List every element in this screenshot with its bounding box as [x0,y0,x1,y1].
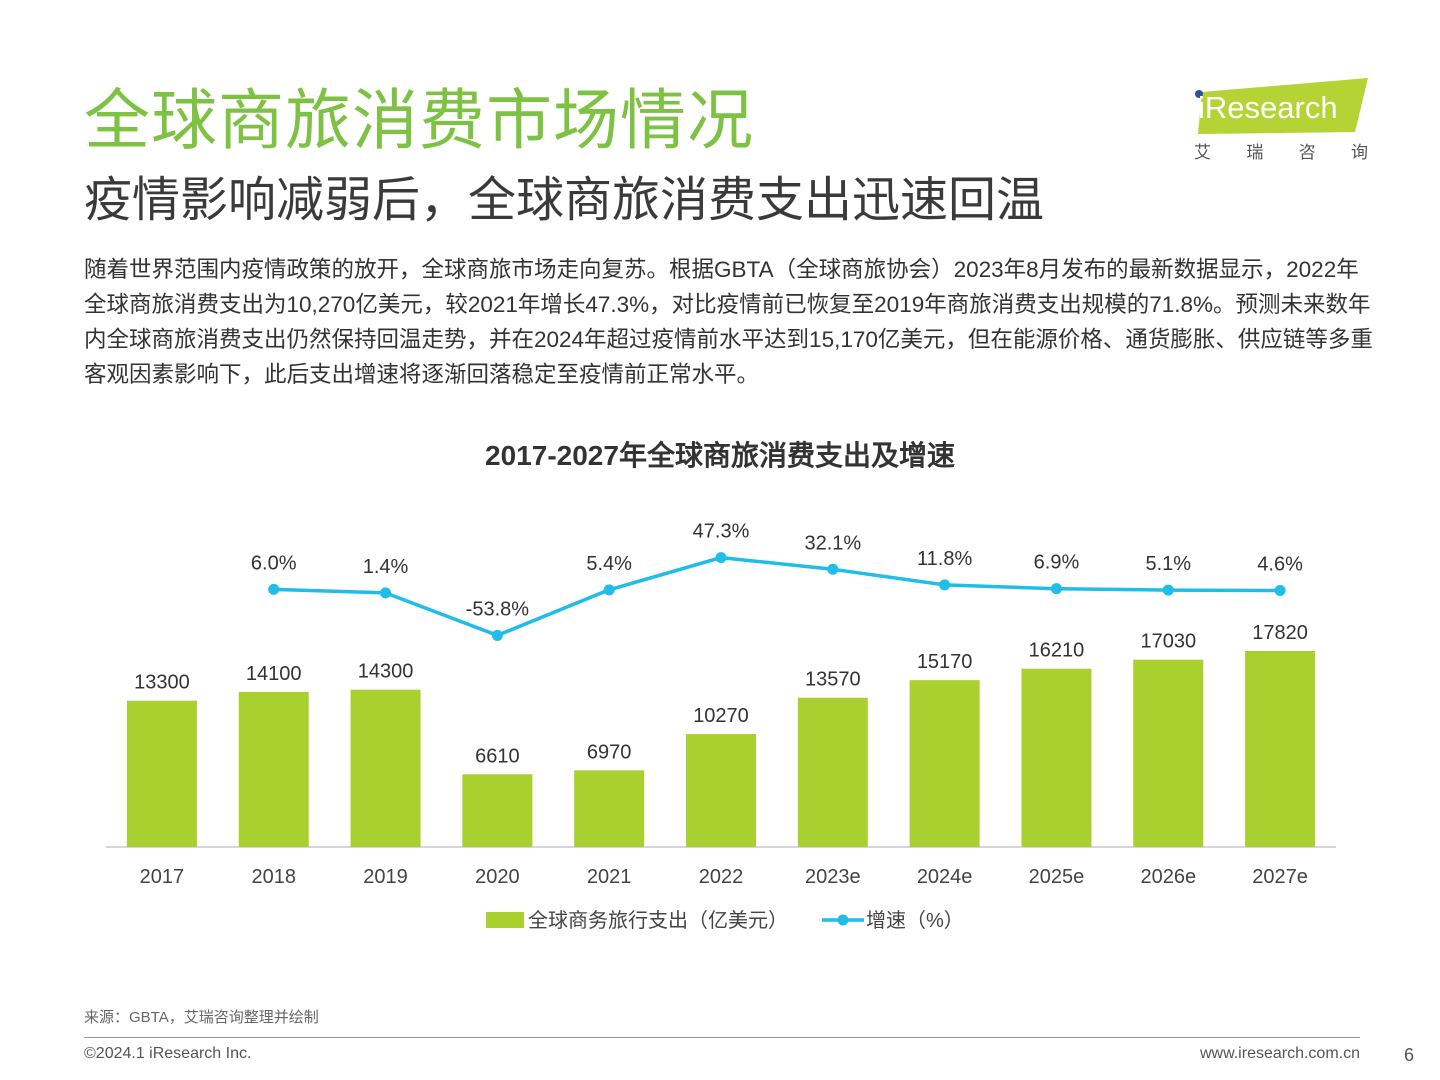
bar [350,689,421,847]
x-tick-label: 2017 [140,866,185,888]
growth-point [1050,583,1062,595]
growth-value-label: -53.8% [466,598,530,620]
growth-point [715,552,727,564]
logo-sub-char: 艾 [1194,143,1211,162]
bar [238,691,309,847]
x-tick-label: 2023e [805,866,861,888]
x-tick-label: 2027e [1252,866,1308,888]
growth-value-label: 32.1% [804,532,861,554]
page-title: 全球商旅消费市场情况 [84,83,754,157]
bar-value-label: 16210 [1029,640,1085,662]
bar [1245,651,1316,847]
growth-value-label: 6.0% [251,552,297,574]
logo-subtitle: 艾 瑞 咨 询 [1194,138,1368,163]
growth-value-label: 5.1% [1145,553,1191,575]
logo-sub-char: 询 [1350,143,1368,162]
bar [1133,659,1204,847]
bar-value-label: 14300 [358,661,414,683]
bar [1021,668,1092,847]
logo-dot [1195,90,1203,98]
growth-value-label: 1.4% [363,556,409,578]
growth-point [827,563,839,575]
page-number: 6 [1404,1045,1415,1065]
bar [909,680,980,847]
bar-value-label: 6970 [587,741,632,763]
growth-point [1162,584,1174,596]
growth-value-label: 47.3% [693,521,750,543]
growth-point [380,587,392,599]
footer-divider [84,1037,1360,1038]
bar-value-label: 15170 [917,651,973,673]
bar [686,734,756,847]
growth-line [273,555,1281,638]
legend-line-marker [837,914,849,926]
growth-value-label: 6.9% [1034,552,1080,574]
spending-growth-chart: 13300 14100 14300 6610 6970 10270 13570 15170 16… [106,521,1336,932]
legend-bar-label: 全球商务旅行支出（亿美元） [528,909,788,932]
chart-title: 2017-2027年全球商旅消费支出及增速 [485,440,955,471]
bar [126,700,197,847]
intro-paragraph: 随着世界范围内疫情政策的放开，全球商旅市场走向复苏。根据GBTA（全球商旅协会）… [84,257,1373,387]
growth-point [491,629,503,641]
logo-sub-char: 瑞 [1246,143,1264,162]
bar-value-label: 14100 [246,663,302,685]
x-tick-label: 2022 [699,866,744,888]
growth-value-label: 5.4% [586,553,632,575]
x-tick-label: 2026e [1140,866,1196,888]
bar-value-label: 6610 [475,745,520,767]
bar-value-label: 13570 [805,669,861,691]
logo-sub-char: 咨 [1298,143,1316,162]
legend-line-label: 增速（%） [866,909,964,932]
source-note: 来源：GBTA，艾瑞咨询整理并绘制 [84,1009,319,1026]
bar-value-label: 17030 [1140,631,1196,653]
iresearch-logo: iResearch [1195,78,1368,134]
growth-point [268,583,280,595]
x-tick-label: 2018 [251,866,296,888]
bar [462,774,533,847]
website-url: www.iresearch.com.cn [1199,1045,1360,1062]
growth-point [939,579,951,591]
logo-banner [1198,78,1368,134]
legend-bar-swatch [486,912,524,928]
bar-value-label: 13300 [134,672,190,694]
page-subtitle: 疫情影响减弱后，全球商旅消费支出迅速回温 [84,174,1045,227]
growth-point [603,584,615,596]
bar-value-label: 10270 [693,705,749,727]
growth-value-label: 11.8% [917,548,972,570]
bar [574,770,645,847]
bar [797,697,868,847]
copyright: ©2024.1 iResearch Inc. [84,1045,252,1062]
x-tick-label: 2021 [587,866,632,888]
growth-value-label: 4.6% [1257,553,1303,575]
x-tick-label: 2019 [363,866,408,888]
logo-wordmark: iResearch [1198,90,1338,125]
bar-value-label: 17820 [1252,622,1308,644]
growth-point [1274,584,1286,596]
x-tick-label: 2025e [1029,866,1085,888]
x-tick-label: 2020 [475,866,520,888]
x-tick-label: 2024e [917,866,973,888]
